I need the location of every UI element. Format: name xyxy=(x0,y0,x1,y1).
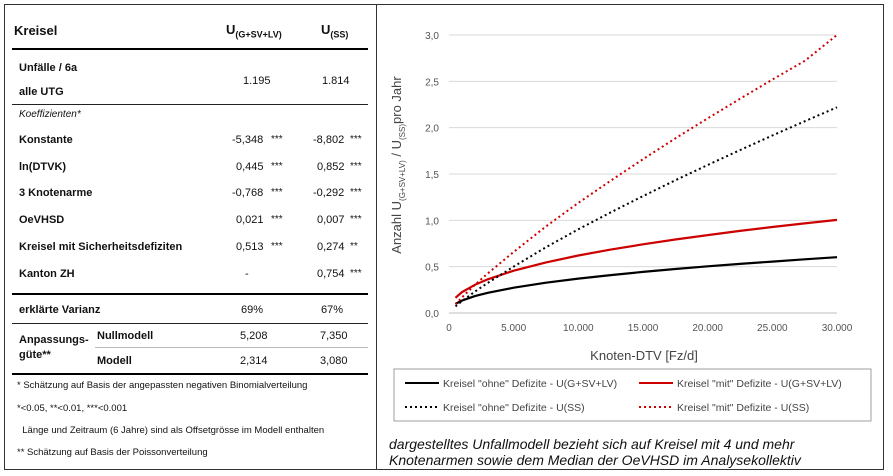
row-label: OeVHSD xyxy=(19,214,65,226)
y-tick-label: 1,0 xyxy=(425,216,439,227)
x-tick-label: 15.000 xyxy=(628,323,659,334)
series-line-3 xyxy=(454,106,838,308)
row-sig-1: *** xyxy=(271,241,283,252)
row-sig-2: *** xyxy=(350,187,362,198)
row-label: Konstante xyxy=(19,134,73,146)
row-value-2: -8,802 xyxy=(313,134,345,146)
caption-line-1: dargestelltes Unfallmodell bezieht sich … xyxy=(389,436,795,452)
legend: Kreisel "ohne" Defizite - U(G+SV+LV) Krei… xyxy=(405,378,842,414)
series-line-1 xyxy=(454,256,838,305)
legend-label: Kreisel "mit" Defizite - U(SS) xyxy=(677,402,809,414)
row-label: Kanton ZH xyxy=(19,268,75,280)
rule-1 xyxy=(12,104,368,105)
row-value-2: 0,852 xyxy=(317,161,345,173)
rule-2 xyxy=(12,293,368,295)
row-sig-2: *** xyxy=(350,161,362,172)
row-value-1: -5,348 xyxy=(232,134,264,146)
note-1: * Schätzung auf Basis der angepassten ne… xyxy=(17,380,308,391)
utg-label: alle UTG xyxy=(19,86,64,98)
nullmodell-value-1: 5,208 xyxy=(240,330,268,342)
rule-3 xyxy=(12,323,368,324)
panel-divider xyxy=(376,4,377,470)
row-sig-2: *** xyxy=(350,134,362,145)
row-sig-1: *** xyxy=(271,134,283,145)
series-lines xyxy=(454,34,838,308)
varianz-value-2: 67% xyxy=(321,304,344,316)
header-rule xyxy=(12,48,368,50)
note-3: Länge und Zeitraum (6 Jahre) sind als Of… xyxy=(17,425,325,436)
row-sig-2: *** xyxy=(350,214,362,225)
x-tick-label: 5.000 xyxy=(501,323,526,334)
koeffizienten-label: Koeffizienten* xyxy=(19,109,81,120)
caption-line-2: Knotenarmen sowie dem Median der OeVHSD … xyxy=(389,452,801,468)
x-axis-label: Knoten-DTV [Fz/d] xyxy=(590,348,698,363)
varianz-value-1: 69% xyxy=(241,304,264,316)
varianz-label: erklärte Varianz xyxy=(19,304,101,316)
col2-header: U(SS) xyxy=(321,22,349,40)
y-tick-label: 2,0 xyxy=(425,124,439,135)
y-tick-label: 1,5 xyxy=(425,170,439,181)
rule-inner xyxy=(95,347,368,348)
row-label: Kreisel mit Sicherheitsdefiziten xyxy=(19,241,183,253)
series-line-4 xyxy=(454,34,838,305)
unfaelle-value-1: 1.195 xyxy=(243,75,271,87)
nullmodell-label: Nullmodell xyxy=(97,330,154,342)
row-value-1: - xyxy=(245,268,249,280)
row-value-1: 0,445 xyxy=(236,161,264,173)
row-value-1: 0,513 xyxy=(236,241,264,253)
y-tick-label: 0,0 xyxy=(425,309,439,320)
row-value-2: 0,274 xyxy=(317,241,345,253)
col1-header: U(G+SV+LV) xyxy=(226,22,282,40)
guete-label: güte** xyxy=(19,349,51,361)
row-value-2: 0,754 xyxy=(317,268,345,280)
note-2: *<0.05, **<0.01, ***<0.001 xyxy=(17,403,128,414)
x-tick-label: 10.000 xyxy=(563,323,594,334)
row-value-1: 0,021 xyxy=(236,214,264,226)
table-title: Kreisel xyxy=(14,23,58,38)
legend-label: Kreisel "ohne" Defizite - U(SS) xyxy=(443,402,585,414)
rule-4 xyxy=(12,373,368,375)
x-tick-label: 25.000 xyxy=(757,323,788,334)
anpassung-label: Anpassungs- xyxy=(19,334,89,346)
y-tick-label: 0,5 xyxy=(425,263,439,274)
unfaelle-label: Unfälle / 6a xyxy=(19,62,78,74)
row-value-1: -0,768 xyxy=(232,187,264,199)
x-tick-label: 30.000 xyxy=(822,323,853,334)
note-4: ** Schätzung auf Basis der Poissonvertei… xyxy=(17,447,208,458)
legend-box xyxy=(393,368,872,422)
y-axis-label: Anzahl U(G+SV+LV) / U(SS)pro Jahr xyxy=(389,76,407,254)
legend-label: Kreisel "mit" Defizite - U(G+SV+LV) xyxy=(677,378,842,390)
series-line-2 xyxy=(454,218,838,299)
row-sig-1: *** xyxy=(271,161,283,172)
x-tick-label: 20.000 xyxy=(692,323,723,334)
row-sig-1: *** xyxy=(271,214,283,225)
chart-caption: dargestelltes Unfallmodell bezieht sich … xyxy=(389,436,869,468)
y-tick-labels: 0,0 0,5 1,0 1,5 2,0 2,5 3,0 xyxy=(425,31,439,320)
row-sig-2: ** xyxy=(350,241,358,252)
modell-value-1: 2,314 xyxy=(240,355,268,367)
unfaelle-value-2: 1.814 xyxy=(322,75,350,87)
y-tick-label: 3,0 xyxy=(425,31,439,42)
row-value-2: -0,292 xyxy=(313,187,345,199)
modell-value-2: 3,080 xyxy=(320,355,348,367)
legend-label: Kreisel "ohne" Defizite - U(G+SV+LV) xyxy=(443,378,617,390)
row-label: ln(DTVK) xyxy=(19,161,67,173)
figure-frame xyxy=(4,4,884,470)
modell-label: Modell xyxy=(97,355,132,367)
y-tick-label: 2,5 xyxy=(425,77,439,88)
row-label: 3 Knotenarme xyxy=(19,187,93,199)
x-tick-label: 0 xyxy=(446,323,452,334)
line-chart: 0 5.000 10.000 15.000 20.000 25.000 30.000 0,0… xyxy=(389,31,872,422)
nullmodell-value-2: 7,350 xyxy=(320,330,348,342)
x-tick-labels: 0 5.000 10.000 15.000 20.000 25.000 30.000 xyxy=(446,323,853,334)
row-value-2: 0,007 xyxy=(317,214,345,226)
row-sig-2: *** xyxy=(350,268,362,279)
row-sig-1: *** xyxy=(271,187,283,198)
